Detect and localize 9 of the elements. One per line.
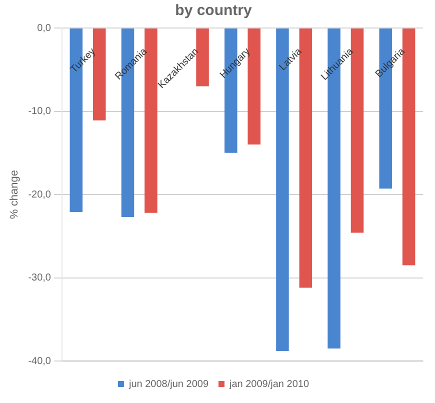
y-axis-title: % change xyxy=(8,170,21,219)
y-tick-label: 0,0 xyxy=(37,22,52,34)
legend-label: jan 2009/jan 2010 xyxy=(228,378,310,390)
y-tick-label: -30,0 xyxy=(28,272,52,284)
legend-label: jun 2008/jun 2009 xyxy=(128,378,209,390)
y-tick-label: -10,0 xyxy=(28,106,52,117)
y-tick-label: -40,0 xyxy=(28,356,52,367)
y-tick-label: -20,0 xyxy=(28,189,52,200)
chart-title: by country xyxy=(175,2,252,20)
